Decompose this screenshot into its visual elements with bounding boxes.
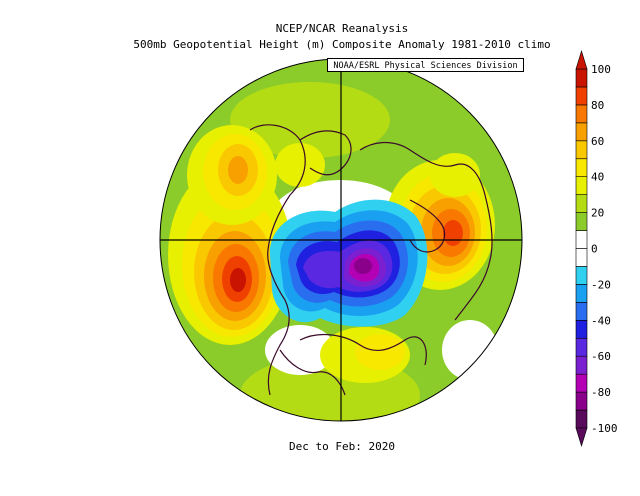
colorbar-tick-label: 40 [591,171,604,184]
colorbar-box [575,391,588,411]
colorbar-box [575,158,588,178]
colorbar-box [575,337,588,357]
anomaly-band-near-zero [265,325,335,375]
colorbar-tick-label: 60 [591,135,604,148]
footer-period: Dec to Feb: 2020 [289,440,395,453]
colorbar-tick-label: 20 [591,207,604,220]
colorbar-box [575,194,588,213]
europe-coast [409,199,446,253]
colorbar-boxes [575,49,588,448]
alaska-ridge [187,125,325,225]
colorbar-box [575,319,588,339]
greenland-coast [299,130,352,176]
title-line2: 500mb Geopotential Height (m) Composite … [133,38,551,51]
contour-30 [430,153,480,197]
colorbar-box [575,104,588,124]
colorbar-box [575,122,588,142]
pacific-ridge [168,165,292,345]
colorbar-tick-label: -80 [591,386,611,399]
colorbar-box [575,284,588,303]
contour-90 [230,268,246,292]
contour-30 [275,143,325,187]
colorbar-tick-label: -40 [591,314,611,327]
north-america-coast [249,124,306,396]
colorbar-box [575,230,588,249]
colorbar-box [575,266,588,285]
asia-pacific-coast [299,334,427,366]
colorbar-box [575,140,588,160]
colorbar-labels: 100 80 60 40 20 0 -20 -40 -60 -80 -100 [591,63,618,435]
coastlines [249,124,493,396]
asia-ridge-core [355,334,405,370]
contour-minus-90 [354,258,372,274]
colorbar-box [575,212,588,231]
colorbar-tick-label: -100 [591,422,618,435]
colorbar-box [575,68,588,88]
colorbar-min-arrow [575,427,588,448]
title-line1: NCEP/NCAR Reanalysis [275,22,409,35]
colorbar-tick-label: 80 [591,99,604,112]
credit-label: NOAA/ESRL Physical Sciences Division [327,58,524,72]
colorbar-tick-label: -60 [591,350,611,363]
anomaly-band-positive [230,82,390,158]
colorbar-box [575,86,588,106]
colorbar-max-arrow [575,49,588,70]
eurasia-coast [359,141,493,321]
colorbar-box [575,355,588,375]
east-asia-coast [279,349,346,396]
colorbar-tick-label: -20 [591,278,611,291]
contour-60 [228,156,248,184]
colorbar-tick-label: 0 [591,243,598,256]
arctic-trough [269,199,428,327]
colorbar-box [575,248,588,267]
colorbar-tick-label: 100 [591,63,611,76]
colorbar-box [575,409,588,429]
colorbar-box [575,176,588,195]
colorbar-box [575,373,588,393]
colorbar-box [575,302,588,321]
